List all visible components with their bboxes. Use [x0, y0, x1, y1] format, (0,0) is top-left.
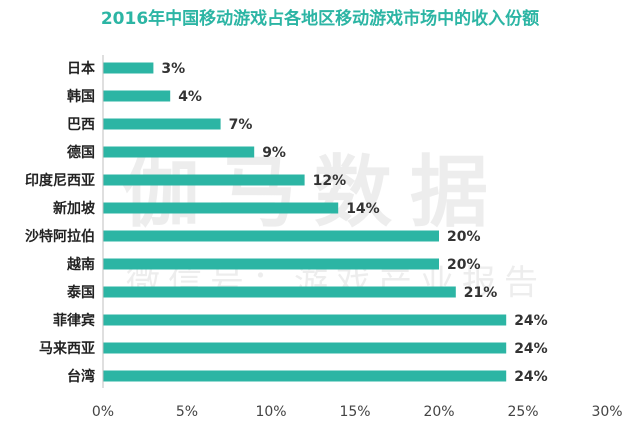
data-label: 24%	[514, 313, 548, 329]
category-label: 德国	[67, 144, 95, 161]
x-tick-label: 25%	[507, 404, 538, 420]
data-label: 14%	[346, 201, 380, 217]
category-label: 马来西亚	[39, 341, 95, 357]
category-label: 沙特阿拉伯	[25, 228, 95, 245]
data-label: 24%	[514, 341, 548, 357]
category-label: 印度尼西亚	[25, 172, 95, 189]
bar	[103, 90, 171, 102]
x-tick-label: 10%	[255, 404, 286, 420]
x-tick-label: 30%	[591, 404, 622, 420]
data-label: 3%	[161, 61, 185, 77]
category-label: 韩国	[67, 88, 95, 105]
bar	[103, 342, 507, 354]
x-tick-label: 0%	[92, 404, 114, 420]
category-label: 新加坡	[53, 200, 96, 217]
bar	[103, 286, 456, 298]
bar	[103, 370, 507, 382]
bar	[103, 230, 439, 242]
bar	[103, 258, 439, 270]
chart-title: 2016年中国移动游戏占各地区移动游戏市场中的收入份额	[100, 9, 540, 29]
category-label: 台湾	[67, 368, 95, 385]
data-label: 12%	[313, 173, 347, 189]
x-tick-label: 5%	[176, 404, 198, 420]
category-label: 泰国	[66, 284, 95, 301]
category-label: 越南	[66, 256, 95, 273]
data-label: 21%	[464, 285, 498, 301]
watermark-logo-text: 伽马数据	[122, 148, 507, 238]
x-tick-label: 15%	[339, 404, 370, 420]
data-label: 24%	[514, 369, 548, 385]
bar	[103, 202, 339, 214]
bar	[103, 118, 221, 130]
bar	[103, 314, 507, 326]
bar	[103, 146, 255, 158]
category-label: 日本	[67, 60, 96, 77]
x-tick-label: 20%	[423, 404, 454, 420]
data-label: 7%	[229, 117, 253, 133]
data-label: 20%	[447, 229, 481, 245]
data-label: 9%	[262, 145, 286, 161]
data-label: 4%	[178, 89, 202, 105]
bar	[103, 62, 154, 74]
bar	[103, 174, 305, 186]
category-label: 巴西	[67, 117, 95, 133]
category-label: 菲律宾	[53, 312, 95, 329]
data-label: 20%	[447, 257, 481, 273]
